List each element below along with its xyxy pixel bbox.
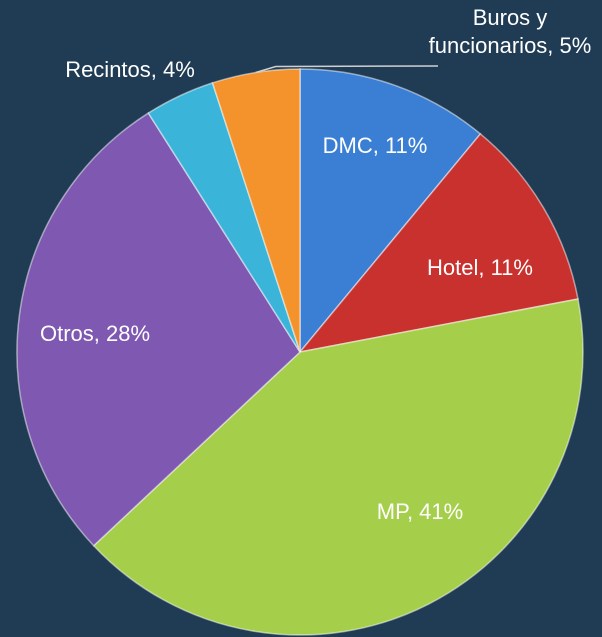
data-label: Buros y funcionarios, 5% — [428, 5, 592, 58]
data-label: Recintos, 4% — [65, 57, 195, 82]
pie-slice — [16, 112, 301, 547]
pie-slice — [298, 132, 579, 354]
data-label: DMC, 11% — [322, 133, 428, 158]
data-label: Hotel, 11% — [427, 255, 533, 280]
data-label: Otros, 28% — [39, 321, 151, 346]
data-label: MP, 41% — [376, 499, 464, 524]
pie-slice — [299, 68, 482, 355]
pie-slice — [211, 68, 301, 353]
leader-line — [255, 65, 439, 74]
pie-slice — [92, 298, 584, 636]
